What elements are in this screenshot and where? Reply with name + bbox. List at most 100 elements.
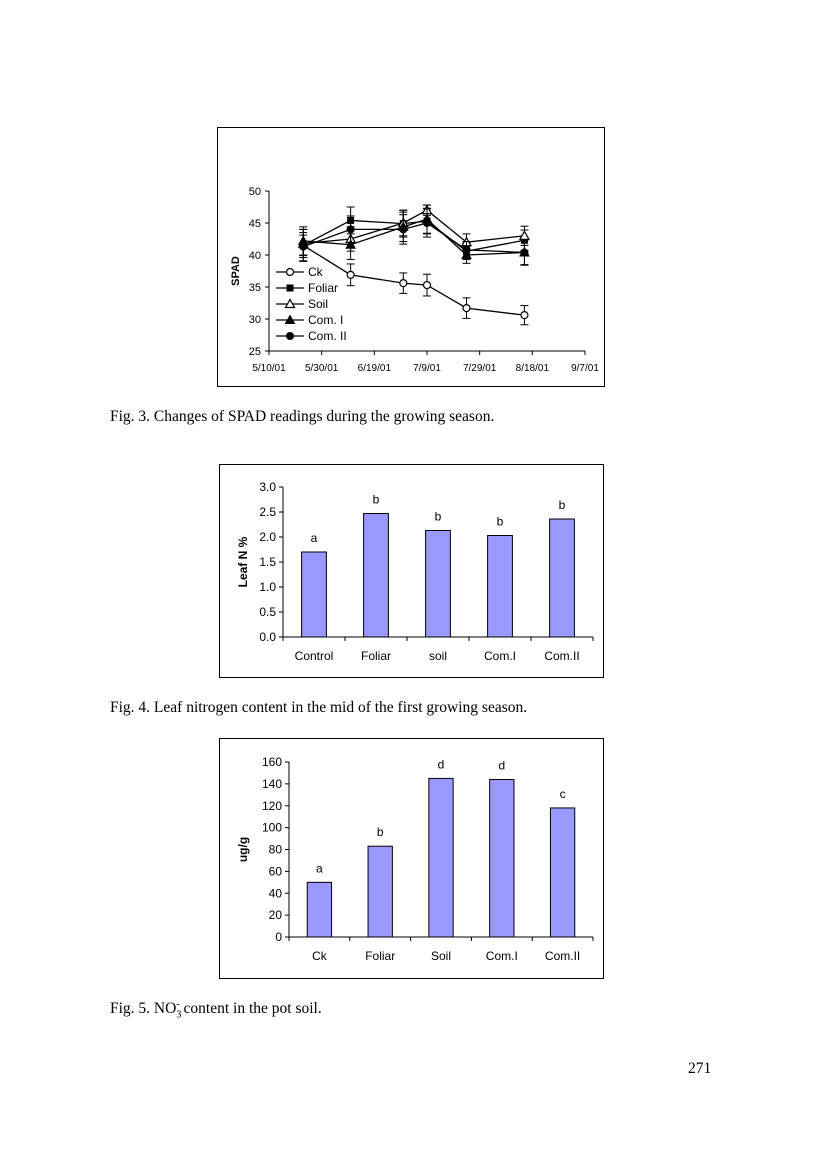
fig4-bar [301, 551, 327, 638]
fig3-point-filled-circle [520, 248, 529, 257]
fig3-series-line [303, 222, 525, 254]
fig3-caption: Fig. 3. Changes of SPAD readings during … [110, 408, 495, 425]
fig3-line-chart: 25 30 35 40 45 50 5/10/01 5/30/01 6/19/01 7/9/01 7… [230, 186, 599, 374]
fig3-point-open-triangle [518, 230, 530, 240]
fig5-category-label: Com.I [486, 949, 518, 963]
fig3-series-line [302, 219, 525, 252]
fig5-significance-letter: d [498, 759, 505, 773]
fig5-bar [306, 881, 333, 938]
fig3-legend-label: Com. II [308, 329, 347, 343]
fig3-x-tick-label: 7/9/01 [413, 363, 441, 374]
fig4-y-tick-label: 3.0 [259, 480, 276, 494]
fig4-y-tick-label: 2.5 [259, 505, 276, 519]
fig3-point-filled-circle [423, 219, 431, 227]
fig3-y-axis-label: SPAD [230, 256, 242, 286]
fig5-significance-letter: a [316, 861, 323, 875]
fig4-significance-letter: a [311, 531, 318, 545]
fig4-significance-letter: b [497, 515, 504, 529]
fig4-y-axis-label: Leaf N % [236, 536, 250, 587]
fig5-caption-subscript: 3 [176, 1009, 182, 1021]
fig5-y-tick-label: 120 [262, 799, 282, 813]
fig3-point-filled-triangle [284, 314, 296, 324]
fig3-series-line [303, 209, 525, 245]
fig4-y-tick-label: 1.0 [259, 580, 276, 594]
fig4-significance-letter: b [559, 498, 566, 512]
fig3-series-3 [297, 204, 530, 266]
fig3-point-filled-triangle [345, 239, 356, 249]
fig4-bar [425, 530, 451, 638]
fig3-x-tick-label: 8/18/01 [516, 363, 550, 374]
fig4-y-tick-label: 2.0 [259, 530, 276, 544]
fig3-x-tick-label: 5/30/01 [305, 363, 339, 374]
fig3-point-open-triangle [284, 298, 296, 309]
fig5-significance-letter: d [438, 757, 445, 771]
fig5-category-label: Ck [312, 949, 328, 963]
fig3-x-tick-label: 6/19/01 [358, 363, 392, 374]
fig5-caption: Fig. 5. NO3- content in the pot soil. [110, 999, 322, 1020]
fig3-y-tick-label: 35 [249, 282, 261, 294]
fig3-series-line [303, 218, 525, 256]
fig5-caption-superscript: - [176, 999, 180, 1010]
fig3-y-tick-label: 40 [249, 250, 261, 262]
fig5-bar [549, 807, 576, 938]
fig3-legend-label: Com. I [308, 313, 343, 327]
fig3-point-open-circle [346, 270, 355, 279]
fig3-point-open-circle [285, 267, 295, 277]
fig5-bar-chart: 0 20 40 60 80 100 120 140 160 ug/g a Ck b Foliar d Soil… [236, 755, 594, 963]
fig5-y-tick-label: 160 [262, 755, 282, 769]
fig3-legend: Ck Foliar Soil Com. I Com. II [276, 265, 347, 343]
fig4-y-tick-label: 1.5 [259, 555, 276, 569]
fig5-y-tick-label: 20 [269, 908, 283, 922]
fig3-x-tick-label: 5/10/01 [252, 363, 286, 374]
fig5-y-tick-label: 140 [262, 777, 282, 791]
fig3-point-open-circle [462, 304, 471, 313]
fig3-legend-label: Ck [308, 265, 324, 279]
fig3-series-line [302, 244, 525, 316]
fig4-category-label: Com.I [484, 649, 516, 663]
fig3-legend-label: Soil [308, 297, 328, 311]
fig4-caption: Fig. 4. Leaf nitrogen content in the mid… [110, 699, 528, 716]
fig4-chart-frame: 0.0 0.5 1.0 1.5 2.0 2.5 3.0 Leaf N % a Control b Fo… [219, 464, 604, 678]
fig3-y-tick-label: 50 [249, 186, 261, 198]
fig5-caption-main: Fig. 5. NO [110, 1000, 177, 1018]
fig3-point-filled-circle [299, 242, 308, 251]
fig3-x-tick-label: 9/7/01 [571, 363, 599, 374]
fig5-significance-letter: c [560, 787, 566, 801]
fig3-point-filled-circle [399, 225, 408, 234]
fig5-y-tick-label: 0 [275, 930, 282, 944]
fig5-bar [428, 777, 454, 938]
fig3-series-0 [299, 234, 529, 326]
fig3-point-filled-square [286, 284, 294, 292]
page-number: 271 [688, 1060, 712, 1077]
fig5-y-axis-label: ug/g [236, 837, 250, 862]
fig3-point-filled-circle [286, 332, 294, 340]
fig4-category-label: Com.II [544, 649, 579, 663]
fig3-y-tick-label: 45 [249, 218, 261, 230]
fig4-bar [549, 518, 575, 638]
fig3-point-filled-circle [462, 245, 471, 254]
fig4-bar [363, 513, 389, 638]
fig3-series-4 [299, 208, 529, 266]
fig4-y-tick-label: 0.5 [259, 605, 276, 619]
fig5-y-tick-label: 60 [269, 864, 283, 878]
fig4-category-label: Foliar [361, 649, 391, 663]
fig4-category-label: soil [429, 649, 447, 663]
fig5-category-label: Soil [431, 949, 451, 963]
fig4-category-label: Control [295, 649, 334, 663]
fig3-point-filled-circle [346, 225, 355, 234]
fig3-series-2 [297, 204, 530, 259]
fig5-y-tick-label: 40 [269, 886, 283, 900]
fig3-chart-frame: 25 30 35 40 45 50 5/10/01 5/30/01 6/19/01 7/9/01 7… [217, 127, 605, 387]
fig5-category-label: Foliar [365, 949, 395, 963]
fig4-bar [487, 535, 513, 638]
fig4-significance-letter: b [435, 510, 442, 524]
fig5-caption-rest: content in the pot soil. [179, 1000, 322, 1018]
fig3-point-open-circle [422, 280, 432, 290]
fig5-bar [367, 845, 393, 938]
fig5-y-tick-label: 80 [269, 843, 283, 857]
fig4-significance-letter: b [373, 493, 380, 507]
fig3-point-open-circle [520, 311, 529, 320]
fig4-y-tick-label: 0.0 [259, 630, 276, 644]
fig5-chart-frame: 0 20 40 60 80 100 120 140 160 ug/g a Ck b Foliar d Soil… [219, 738, 604, 979]
fig5-y-tick-label: 100 [262, 821, 282, 835]
